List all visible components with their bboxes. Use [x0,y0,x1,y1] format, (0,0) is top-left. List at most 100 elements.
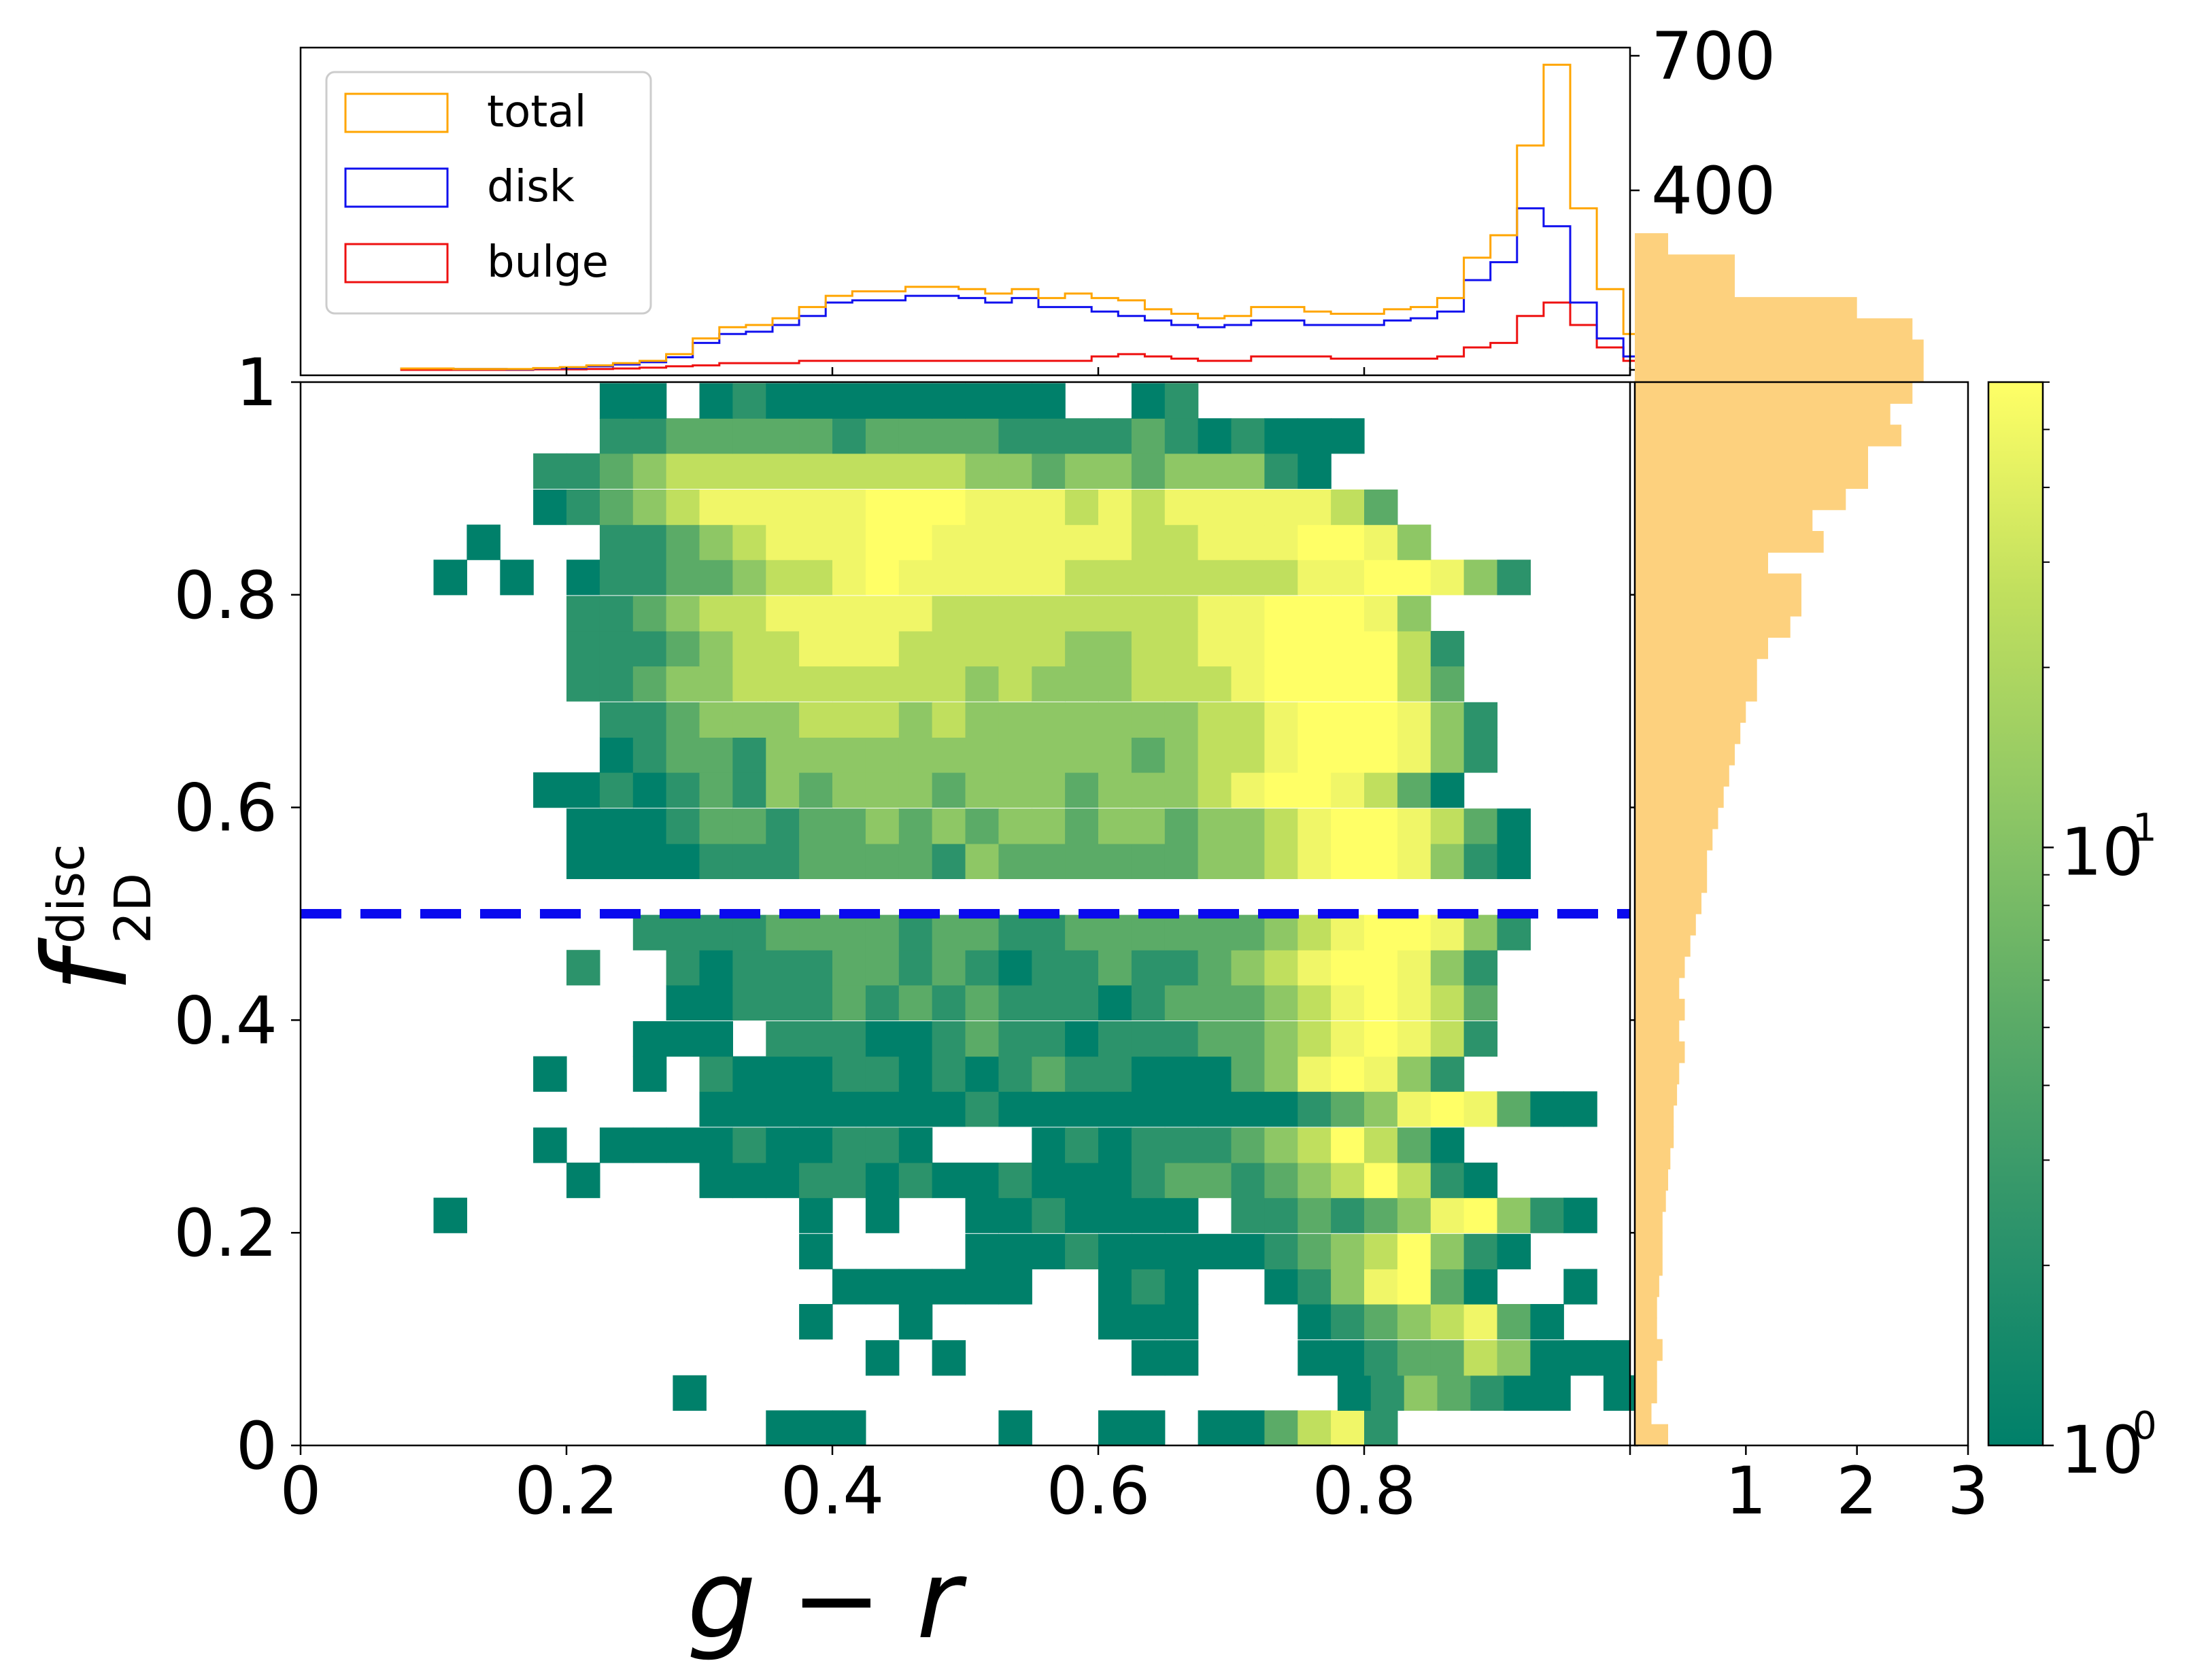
heatmap-cell [965,984,999,1021]
heatmap-cell [865,808,900,844]
right-histogram-bar [1635,786,1724,808]
heatmap-cell [1497,1091,1531,1127]
heatmap-cell [1164,1340,1199,1376]
right-histogram-bar [1635,403,1891,426]
right-histogram-bar [1635,1063,1680,1084]
top-y-tick-label-left: 1 [236,345,277,421]
heatmap-cell [666,453,700,489]
heatmap-cell [998,808,1032,844]
heatmap-cell [1364,1021,1398,1057]
heatmap-cell [699,737,733,773]
heatmap-cell [1131,1233,1166,1269]
heatmap-cell [898,1163,933,1199]
heatmap-cell [1298,1056,1332,1092]
heatmap-cell [832,1410,866,1446]
heatmap-cell [1264,737,1298,773]
heatmap-cell [1032,1056,1066,1092]
heatmap-cell [1065,772,1099,808]
heatmap-cell [1463,737,1498,773]
heatmap-cell [1430,772,1465,808]
heatmap-cell [1098,1304,1132,1340]
heatmap-cell [865,666,900,702]
heatmap-cell [1198,490,1232,526]
heatmap-cell [1164,950,1199,986]
top-y-tick-label: 700 [1651,18,1776,95]
heatmap-cell [1231,1410,1265,1446]
heatmap-cell [1463,560,1498,596]
heatmap-cell [1131,666,1166,702]
heatmap-cell [566,666,600,702]
heatmap-cell [898,772,933,808]
heatmap-cell [1131,1056,1166,1092]
heatmap-cell [632,914,667,950]
heatmap-cell [1563,1197,1597,1233]
heatmap-cell [865,1269,900,1305]
heatmap-cells [433,383,1638,1446]
heatmap-cell [1364,490,1398,526]
heatmap-cell [1098,666,1132,702]
heatmap-cell [799,631,833,667]
top-histogram-panel: 10400700 total disk bulge [236,18,1776,421]
heatmap-cell [1264,1021,1298,1057]
heatmap-cell [832,383,866,419]
heatmap-cell [1065,666,1099,702]
heatmap-cell [865,490,900,526]
heatmap-cell [533,1056,567,1092]
heatmap-cell [865,1340,900,1376]
heatmap-cell [799,950,833,986]
heatmap-cell [1231,1021,1265,1057]
heatmap-cell [1065,524,1099,560]
heatmap-cell [566,453,600,489]
heatmap-cell [699,383,733,419]
heatmap-cell [1331,843,1365,879]
heatmap-cell [1231,950,1265,986]
heatmap-cell [1298,490,1332,526]
heatmap-cell [1397,1340,1431,1376]
heatmap-cell [1397,596,1431,632]
right-histogram-bar [1635,616,1791,638]
right-histogram-bar [1635,722,1741,744]
top-histogram-step-total [400,63,1678,371]
heatmap-cell [1032,453,1066,489]
heatmap-cell [832,631,866,667]
heatmap-cell [932,984,966,1021]
x-tick-label: 0.2 [515,1453,619,1529]
heatmap-cell [799,453,833,489]
heatmap-cell [1364,631,1398,667]
right-x-tick-label: 1 [1725,1453,1767,1529]
heatmap-cell [666,524,700,560]
heatmap-cell [1331,560,1365,596]
heatmap-cell [1164,984,1199,1021]
heatmap-cell [666,808,700,844]
heatmap-cell [1098,1269,1132,1305]
legend-swatch-total [344,92,449,133]
right-histogram-bar [1635,999,1685,1021]
heatmap-cell [1264,418,1298,454]
heatmap-cell [1098,808,1132,844]
top-y-tick-label: 400 [1651,153,1776,229]
heatmap-cell [998,1056,1032,1092]
right-histogram-bar [1635,1211,1663,1233]
heatmap-cell [732,1056,766,1092]
heatmap-cell [1065,453,1099,489]
right-histogram-bar [1635,1382,1657,1404]
heatmap-cell [1131,490,1166,526]
heatmap-cell [832,950,866,986]
heatmap-cell [998,1269,1032,1305]
heatmap-cell [1198,702,1232,738]
heatmap-cell [666,596,700,632]
heatmap-cell [1164,1269,1199,1305]
heatmap-cell [1264,1410,1298,1446]
right-histogram-bar [1635,1339,1663,1361]
heatmap-cell [1397,1197,1431,1233]
right-histogram-bar [1635,850,1708,872]
heatmap-cell [732,950,766,986]
heatmap-cell [1131,1197,1166,1233]
heatmap-cell [932,453,966,489]
heatmap-cell [965,843,999,879]
heatmap-cell [766,418,800,454]
heatmap-cell [1331,1091,1365,1127]
heatmap-cell [1470,1375,1504,1411]
heatmap-cell [1164,453,1199,489]
